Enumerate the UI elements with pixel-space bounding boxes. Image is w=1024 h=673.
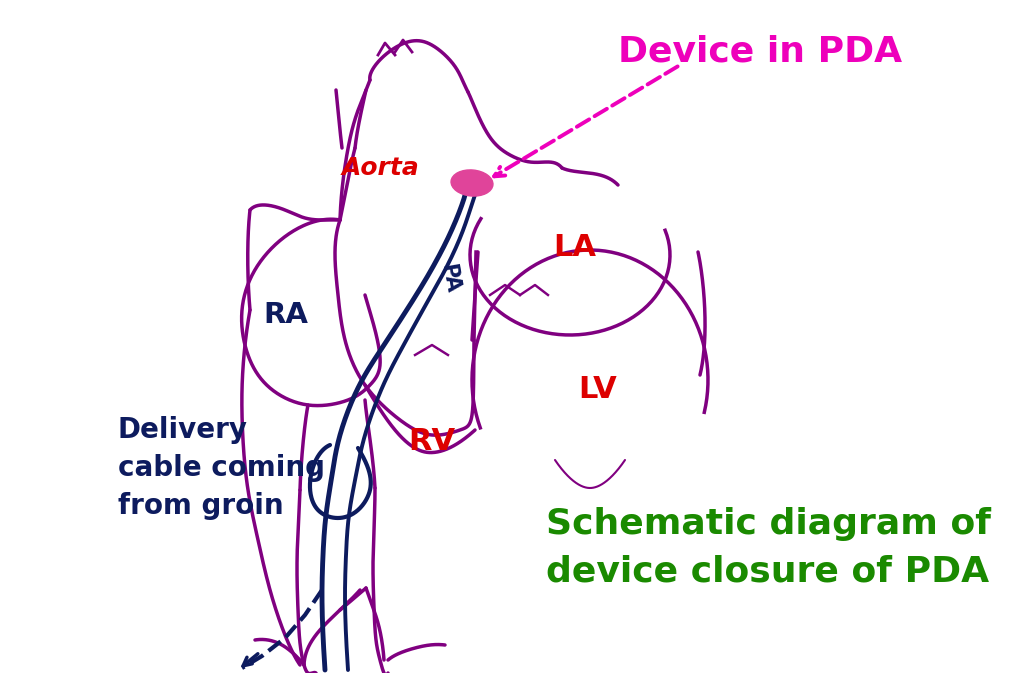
Text: Aorta: Aorta bbox=[341, 156, 419, 180]
Text: Device in PDA: Device in PDA bbox=[617, 35, 902, 69]
Text: RV: RV bbox=[409, 427, 456, 456]
Text: Schematic diagram of
device closure of PDA: Schematic diagram of device closure of P… bbox=[546, 507, 990, 589]
Text: Delivery
cable coming
from groin: Delivery cable coming from groin bbox=[118, 416, 325, 520]
Text: PA: PA bbox=[437, 262, 463, 294]
Ellipse shape bbox=[451, 170, 493, 196]
Text: RA: RA bbox=[263, 301, 308, 329]
Text: LA: LA bbox=[554, 234, 597, 262]
Text: LV: LV bbox=[579, 376, 617, 404]
